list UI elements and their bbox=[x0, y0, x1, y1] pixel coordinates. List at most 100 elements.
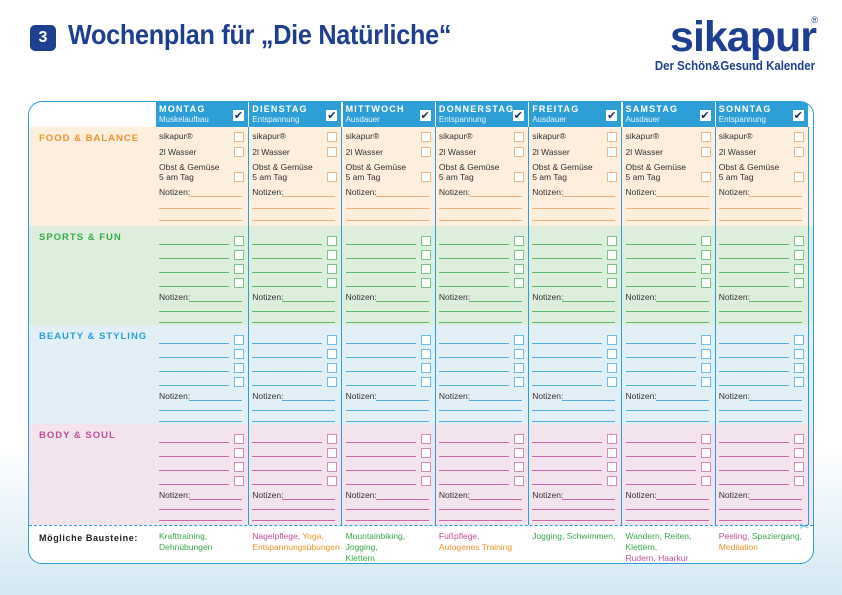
day-done-checkbox[interactable]: ✔ bbox=[419, 109, 431, 122]
beauty-entry-line[interactable] bbox=[438, 371, 509, 372]
beauty-entry-line[interactable] bbox=[532, 343, 603, 344]
notes-line[interactable] bbox=[159, 208, 242, 209]
notes-line[interactable] bbox=[438, 520, 522, 521]
body-checkbox[interactable] bbox=[513, 476, 524, 486]
notes-line[interactable] bbox=[468, 400, 522, 401]
day-done-checkbox[interactable]: ✔ bbox=[792, 109, 804, 122]
day-done-checkbox[interactable]: ✔ bbox=[326, 109, 338, 122]
notes-line[interactable] bbox=[532, 311, 616, 312]
sports-entry-line[interactable] bbox=[252, 272, 323, 273]
notes-line[interactable] bbox=[468, 301, 522, 302]
food-checkbox[interactable] bbox=[420, 147, 431, 157]
beauty-entry-line[interactable] bbox=[718, 357, 789, 358]
beauty-entry-line[interactable] bbox=[438, 385, 509, 386]
notes-line[interactable] bbox=[748, 499, 802, 500]
notes-line[interactable] bbox=[655, 196, 709, 197]
beauty-entry-line[interactable] bbox=[159, 357, 229, 358]
body-checkbox[interactable] bbox=[700, 448, 711, 458]
notes-line[interactable] bbox=[252, 208, 336, 209]
notes-line[interactable] bbox=[345, 520, 429, 521]
sports-checkbox[interactable] bbox=[607, 278, 618, 288]
body-checkbox[interactable] bbox=[793, 448, 804, 458]
notes-line[interactable] bbox=[748, 400, 802, 401]
food-checkbox[interactable] bbox=[700, 147, 711, 157]
notes-line[interactable] bbox=[625, 220, 709, 221]
body-entry-line[interactable] bbox=[345, 470, 416, 471]
sports-checkbox[interactable] bbox=[607, 250, 618, 260]
notes-line[interactable] bbox=[718, 509, 802, 510]
sports-entry-line[interactable] bbox=[438, 272, 509, 273]
body-entry-line[interactable] bbox=[625, 442, 696, 443]
sports-entry-line[interactable] bbox=[159, 258, 229, 259]
beauty-checkbox[interactable] bbox=[607, 363, 618, 373]
sports-checkbox[interactable] bbox=[420, 278, 431, 288]
day-done-checkbox[interactable]: ✔ bbox=[606, 109, 618, 122]
sports-checkbox[interactable] bbox=[793, 264, 804, 274]
notes-line[interactable] bbox=[625, 410, 709, 411]
notes-line[interactable] bbox=[468, 196, 522, 197]
body-checkbox[interactable] bbox=[420, 434, 431, 444]
body-entry-line[interactable] bbox=[625, 456, 696, 457]
body-entry-line[interactable] bbox=[532, 456, 603, 457]
food-checkbox[interactable] bbox=[420, 172, 431, 182]
beauty-entry-line[interactable] bbox=[532, 385, 603, 386]
notes-line[interactable] bbox=[655, 301, 709, 302]
notes-line[interactable] bbox=[345, 322, 429, 323]
beauty-checkbox[interactable] bbox=[234, 335, 244, 345]
notes-line[interactable] bbox=[345, 220, 429, 221]
notes-line[interactable] bbox=[562, 196, 616, 197]
notes-line[interactable] bbox=[438, 208, 522, 209]
notes-line[interactable] bbox=[532, 208, 616, 209]
body-entry-line[interactable] bbox=[532, 470, 603, 471]
sports-entry-line[interactable] bbox=[438, 286, 509, 287]
sports-entry-line[interactable] bbox=[252, 258, 323, 259]
notes-line[interactable] bbox=[532, 509, 616, 510]
beauty-checkbox[interactable] bbox=[513, 349, 524, 359]
notes-line[interactable] bbox=[718, 520, 802, 521]
notes-line[interactable] bbox=[159, 421, 242, 422]
sports-checkbox[interactable] bbox=[420, 250, 431, 260]
body-entry-line[interactable] bbox=[438, 456, 509, 457]
notes-line[interactable] bbox=[345, 311, 429, 312]
notes-line[interactable] bbox=[159, 220, 242, 221]
body-entry-line[interactable] bbox=[438, 484, 509, 485]
beauty-checkbox[interactable] bbox=[793, 349, 804, 359]
sports-entry-line[interactable] bbox=[532, 272, 603, 273]
notes-line[interactable] bbox=[252, 421, 336, 422]
body-checkbox[interactable] bbox=[234, 462, 244, 472]
notes-line[interactable] bbox=[532, 220, 616, 221]
beauty-checkbox[interactable] bbox=[700, 349, 711, 359]
body-entry-line[interactable] bbox=[718, 470, 789, 471]
notes-line[interactable] bbox=[438, 421, 522, 422]
body-checkbox[interactable] bbox=[513, 434, 524, 444]
body-checkbox[interactable] bbox=[327, 448, 338, 458]
sports-entry-line[interactable] bbox=[718, 244, 789, 245]
food-checkbox[interactable] bbox=[513, 132, 524, 142]
body-entry-line[interactable] bbox=[252, 442, 323, 443]
body-checkbox[interactable] bbox=[420, 462, 431, 472]
beauty-checkbox[interactable] bbox=[700, 335, 711, 345]
beauty-checkbox[interactable] bbox=[700, 377, 711, 387]
notes-line[interactable] bbox=[438, 220, 522, 221]
notes-line[interactable] bbox=[189, 499, 242, 500]
beauty-checkbox[interactable] bbox=[327, 377, 338, 387]
beauty-checkbox[interactable] bbox=[234, 377, 244, 387]
sports-checkbox[interactable] bbox=[513, 264, 524, 274]
beauty-checkbox[interactable] bbox=[420, 377, 431, 387]
notes-line[interactable] bbox=[748, 196, 802, 197]
notes-line[interactable] bbox=[189, 301, 242, 302]
food-checkbox[interactable] bbox=[793, 132, 804, 142]
body-entry-line[interactable] bbox=[345, 484, 416, 485]
sports-checkbox[interactable] bbox=[234, 250, 244, 260]
notes-line[interactable] bbox=[159, 410, 242, 411]
sports-entry-line[interactable] bbox=[625, 258, 696, 259]
notes-line[interactable] bbox=[282, 499, 336, 500]
food-checkbox[interactable] bbox=[234, 132, 244, 142]
notes-line[interactable] bbox=[252, 220, 336, 221]
beauty-checkbox[interactable] bbox=[793, 363, 804, 373]
sports-checkbox[interactable] bbox=[234, 264, 244, 274]
sports-checkbox[interactable] bbox=[700, 250, 711, 260]
beauty-checkbox[interactable] bbox=[700, 363, 711, 373]
sports-checkbox[interactable] bbox=[607, 264, 618, 274]
sports-entry-line[interactable] bbox=[252, 244, 323, 245]
